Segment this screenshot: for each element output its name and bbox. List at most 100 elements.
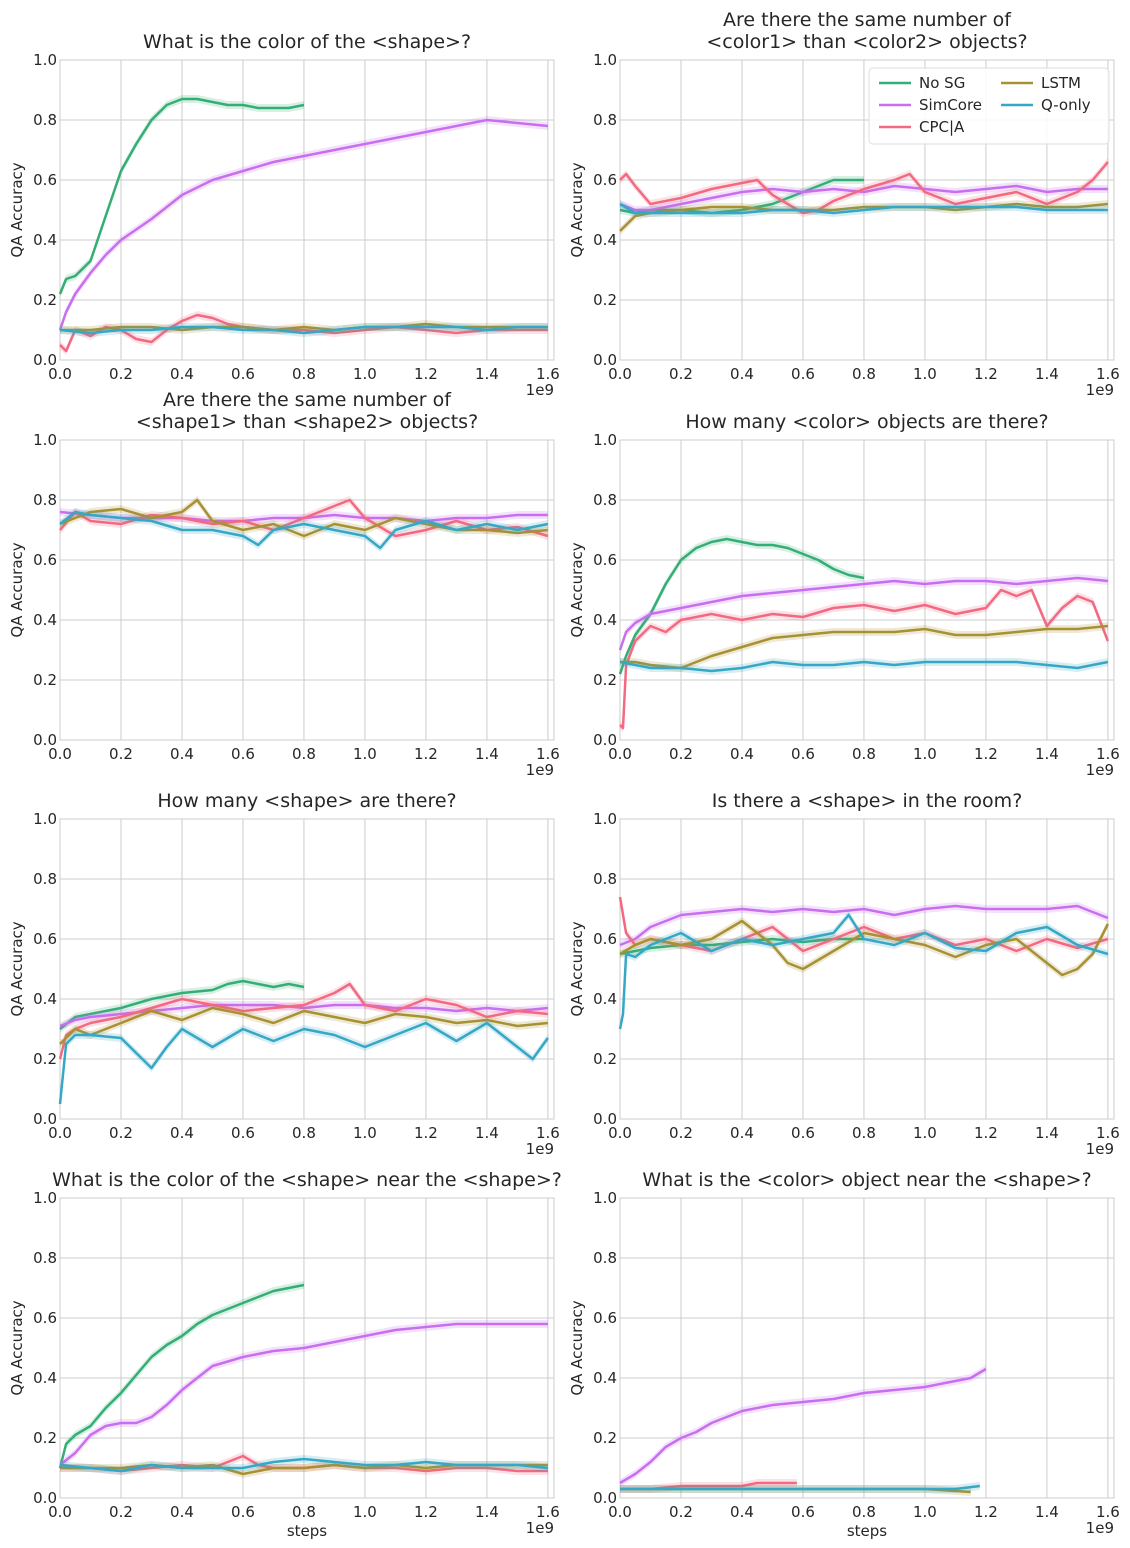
y-tick-label: 0.0 [593,731,617,749]
y-tick-label: 0.0 [33,1110,57,1128]
series-line-simcore [618,576,1109,651]
series-line-q-only [59,1457,549,1473]
x-offset-label: 1e9 [1086,1140,1114,1158]
y-axis-label: QA Accuracy [8,542,26,637]
x-tick-label: 1.2 [974,1503,998,1521]
y-tick-label: 0.4 [593,231,617,249]
y-tick-label: 0.4 [33,231,57,249]
x-tick-label: 0.6 [791,365,815,383]
chart-title: How many <color> objects are there? [685,411,1048,433]
chart-panel-2: 0.0 0.2 0.4 0.6 0.8 1.0 1.2 1.4 1.6 0.0 0.2 0.4 0.6 0… [568,9,1120,399]
series-band-simcore [60,116,548,334]
x-tick-label: 1.6 [1096,745,1120,763]
y-tick-label: 1.0 [593,431,617,449]
y-tick-label: 0.2 [593,1429,617,1447]
x-tick-label: 1.6 [536,365,560,383]
series-line-lstm [619,919,1110,977]
y-tick-label: 0.6 [33,171,57,189]
x-tick-label: 1.4 [1035,1124,1059,1142]
x-tick-label: 1.2 [414,1124,438,1142]
y-tick-label: 0.8 [593,111,617,129]
y-axis-label: QA Accuracy [8,1300,26,1395]
chart-title: Is there a <shape> in the room? [712,790,1023,812]
series-line-simcore [619,184,1108,212]
series-line-q-only [620,1484,980,1491]
x-tick-label: 0.8 [852,745,876,763]
x-tick-label: 1.6 [1096,1124,1120,1142]
y-tick-label: 1.0 [33,810,57,828]
series-band-cpc-a [620,586,1108,732]
series-band-q-only [620,911,1108,1033]
y-tick-label: 0.0 [33,1489,57,1507]
x-tick-label: 0.0 [608,1503,632,1521]
series-line-q-only [58,1021,549,1105]
x-axis-label: steps [847,1522,887,1540]
y-tick-label: 0.6 [33,930,57,948]
chart-title: <shape1> than <shape2> objects? [136,411,478,433]
x-tick-label: 1.2 [974,365,998,383]
series-line-simcore [58,118,549,331]
x-axis-label: steps [287,1522,327,1540]
x-tick-label: 0.4 [730,365,754,383]
x-tick-label: 1.0 [353,1503,377,1521]
x-tick-label: 0.0 [48,745,72,763]
series-band-cpc-a [60,980,548,1063]
x-tick-label: 0.0 [608,1124,632,1142]
y-tick-label: 0.4 [33,611,57,629]
plot-frame [59,59,555,361]
x-tick-label: 1.0 [353,745,377,763]
x-tick-label: 1.4 [475,1503,499,1521]
y-axis-label: QA Accuracy [568,921,586,1016]
chart-title: What is the <color> object near the <sha… [642,1169,1091,1191]
x-tick-label: 0.2 [669,1124,693,1142]
x-tick-label: 0.4 [170,745,194,763]
x-tick-label: 1.4 [1035,1503,1059,1521]
y-tick-label: 0.6 [593,171,617,189]
y-tick-label: 0.8 [593,1249,617,1267]
series-line-simcore [619,904,1109,947]
series-line-no-sg [58,97,305,295]
y-tick-label: 1.0 [593,810,617,828]
series-band-cpc-a [620,158,1108,217]
x-tick-label: 0.6 [231,745,255,763]
legend-label: LSTM [1041,74,1081,92]
x-tick-label: 0.0 [608,365,632,383]
chart-panel-8: 0.0 0.2 0.4 0.6 0.8 1.0 1.2 1.4 1.6 0.0 0.2 0.4 0.6 0… [568,1169,1120,1540]
plot-frame [619,818,1115,1120]
x-tick-label: 0.6 [231,365,255,383]
y-tick-label: 0.0 [593,1489,617,1507]
series-line-cpc-a [59,498,549,538]
x-offset-label: 1e9 [1086,381,1114,399]
x-tick-label: 1.6 [536,745,560,763]
series-line-simcore [619,1367,987,1485]
x-tick-label: 0.6 [791,745,815,763]
y-tick-label: 0.8 [593,870,617,888]
series-band-no-sg [60,977,304,1033]
y-axis-label: QA Accuracy [568,542,586,637]
x-tick-label: 1.4 [475,745,499,763]
x-tick-label: 0.8 [852,1124,876,1142]
x-tick-label: 0.4 [730,745,754,763]
x-tick-label: 1.6 [536,1503,560,1521]
series-band-simcore [620,574,1108,654]
series-line-no-sg [618,537,865,675]
y-tick-label: 0.2 [33,291,57,309]
y-tick-label: 0.4 [593,990,617,1008]
x-tick-label: 0.8 [292,745,316,763]
x-tick-label: 1.2 [974,1124,998,1142]
series-band-lstm [620,200,1108,235]
x-tick-label: 0.2 [669,365,693,383]
x-tick-label: 1.4 [475,1124,499,1142]
x-tick-label: 0.4 [170,365,194,383]
y-tick-label: 0.8 [33,111,57,129]
x-tick-label: 0.8 [852,1503,876,1521]
x-tick-label: 0.4 [170,1124,194,1142]
y-tick-label: 0.8 [593,491,617,509]
chart-panel-4: 0.0 0.2 0.4 0.6 0.8 1.0 1.2 1.4 1.6 0.0 0.2 0.4 0.6 0… [568,411,1120,779]
y-tick-label: 0.2 [33,671,57,689]
series-band-q-only [60,1019,548,1108]
x-tick-label: 1.4 [475,365,499,383]
chart-panel-6: 0.0 0.2 0.4 0.6 0.8 1.0 1.2 1.4 1.6 0.0 0.2 0.4 0.6 0… [568,790,1120,1158]
y-tick-label: 1.0 [593,1189,617,1207]
